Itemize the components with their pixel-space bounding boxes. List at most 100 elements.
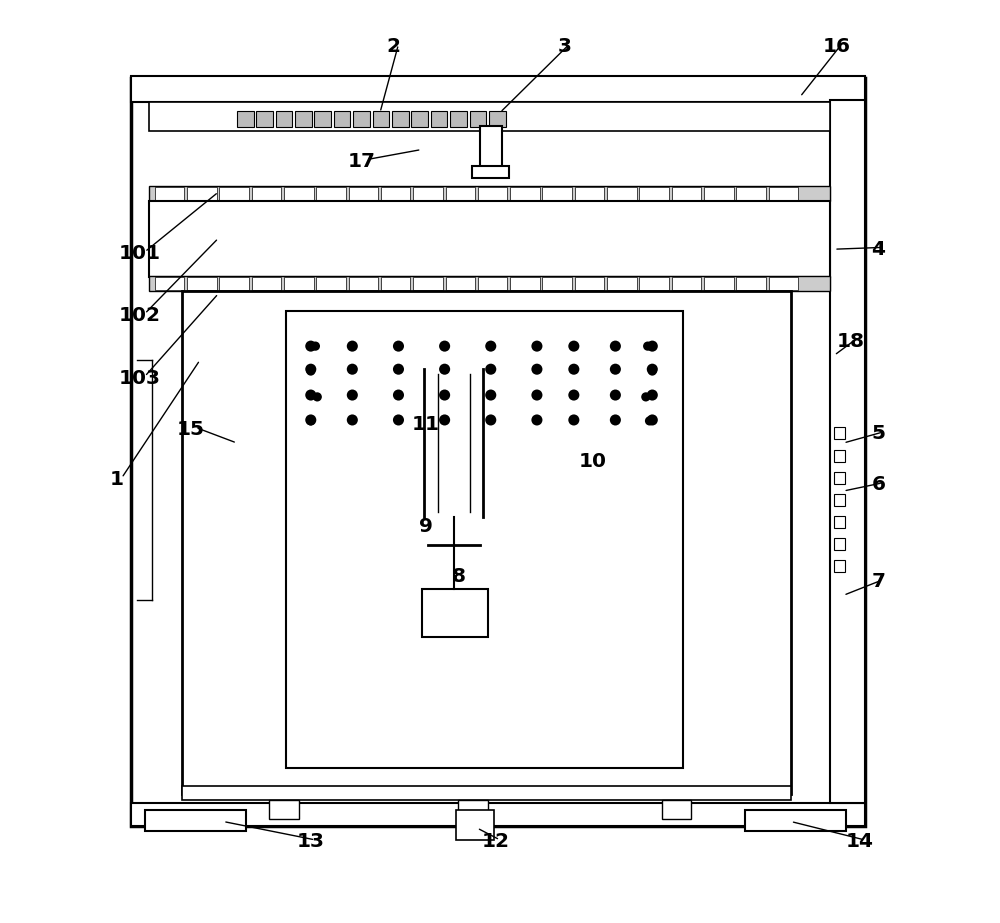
- Bar: [478, 187, 507, 200]
- Bar: [149, 201, 830, 277]
- Bar: [284, 187, 314, 200]
- Bar: [769, 277, 798, 290]
- Bar: [510, 277, 540, 290]
- Bar: [256, 111, 273, 127]
- Bar: [149, 186, 830, 201]
- Bar: [736, 187, 766, 200]
- Bar: [472, 166, 509, 178]
- Bar: [381, 187, 410, 200]
- Text: 6: 6: [871, 475, 885, 494]
- Bar: [145, 810, 246, 831]
- Bar: [456, 810, 494, 840]
- Bar: [542, 187, 572, 200]
- Circle shape: [439, 390, 450, 401]
- Bar: [131, 78, 865, 826]
- Circle shape: [347, 390, 358, 401]
- Bar: [187, 187, 217, 200]
- Circle shape: [568, 390, 579, 401]
- Circle shape: [610, 414, 621, 426]
- Bar: [413, 277, 443, 290]
- Bar: [252, 277, 281, 290]
- Circle shape: [610, 364, 621, 375]
- Circle shape: [347, 414, 358, 426]
- Circle shape: [531, 341, 542, 352]
- Bar: [314, 111, 331, 127]
- Bar: [745, 810, 846, 831]
- Bar: [316, 277, 346, 290]
- Bar: [422, 589, 488, 637]
- Bar: [237, 111, 254, 127]
- Bar: [219, 187, 249, 200]
- Bar: [470, 111, 486, 127]
- Circle shape: [485, 364, 496, 375]
- Bar: [769, 187, 798, 200]
- Bar: [276, 111, 292, 127]
- Circle shape: [393, 414, 404, 426]
- Bar: [672, 277, 701, 290]
- Bar: [480, 126, 502, 171]
- Circle shape: [531, 414, 542, 426]
- Text: 14: 14: [846, 833, 874, 851]
- Circle shape: [311, 342, 320, 351]
- Bar: [411, 111, 428, 127]
- Bar: [219, 277, 249, 290]
- Bar: [431, 111, 447, 127]
- Text: 4: 4: [871, 240, 885, 258]
- Bar: [316, 187, 346, 200]
- Bar: [349, 187, 378, 200]
- Circle shape: [610, 341, 621, 352]
- Text: 9: 9: [419, 517, 433, 535]
- Bar: [662, 800, 691, 819]
- Bar: [834, 472, 845, 484]
- Circle shape: [647, 414, 658, 426]
- Bar: [381, 277, 410, 290]
- Bar: [489, 111, 506, 127]
- Circle shape: [647, 390, 658, 401]
- Text: 103: 103: [119, 369, 161, 388]
- Circle shape: [306, 366, 315, 376]
- Circle shape: [305, 414, 316, 426]
- Bar: [284, 277, 314, 290]
- Text: 11: 11: [412, 415, 440, 434]
- Circle shape: [313, 392, 322, 402]
- Text: 12: 12: [481, 833, 509, 851]
- Circle shape: [485, 341, 496, 352]
- Bar: [834, 494, 845, 506]
- Text: 18: 18: [837, 332, 865, 351]
- Text: 5: 5: [871, 425, 885, 443]
- Bar: [834, 560, 845, 572]
- Text: 7: 7: [871, 572, 885, 591]
- Circle shape: [305, 390, 316, 401]
- Bar: [450, 111, 467, 127]
- Bar: [149, 276, 830, 291]
- Text: 13: 13: [297, 833, 325, 851]
- Circle shape: [645, 416, 654, 426]
- Bar: [182, 786, 791, 800]
- Text: 16: 16: [823, 37, 851, 55]
- Circle shape: [531, 390, 542, 401]
- Circle shape: [439, 364, 450, 375]
- Circle shape: [610, 390, 621, 401]
- Bar: [834, 516, 845, 528]
- Text: 15: 15: [177, 420, 205, 438]
- Bar: [353, 111, 370, 127]
- Bar: [187, 277, 217, 290]
- Circle shape: [393, 364, 404, 375]
- Circle shape: [568, 364, 579, 375]
- Bar: [182, 291, 791, 794]
- Bar: [286, 311, 683, 768]
- Bar: [736, 277, 766, 290]
- Bar: [575, 187, 604, 200]
- Circle shape: [568, 341, 579, 352]
- Bar: [269, 800, 299, 819]
- Text: 10: 10: [578, 452, 606, 471]
- Bar: [830, 100, 865, 803]
- Circle shape: [393, 341, 404, 352]
- Bar: [834, 427, 845, 439]
- Circle shape: [393, 390, 404, 401]
- Bar: [510, 187, 540, 200]
- Circle shape: [647, 364, 658, 375]
- Bar: [295, 111, 312, 127]
- Bar: [446, 277, 475, 290]
- Circle shape: [531, 364, 542, 375]
